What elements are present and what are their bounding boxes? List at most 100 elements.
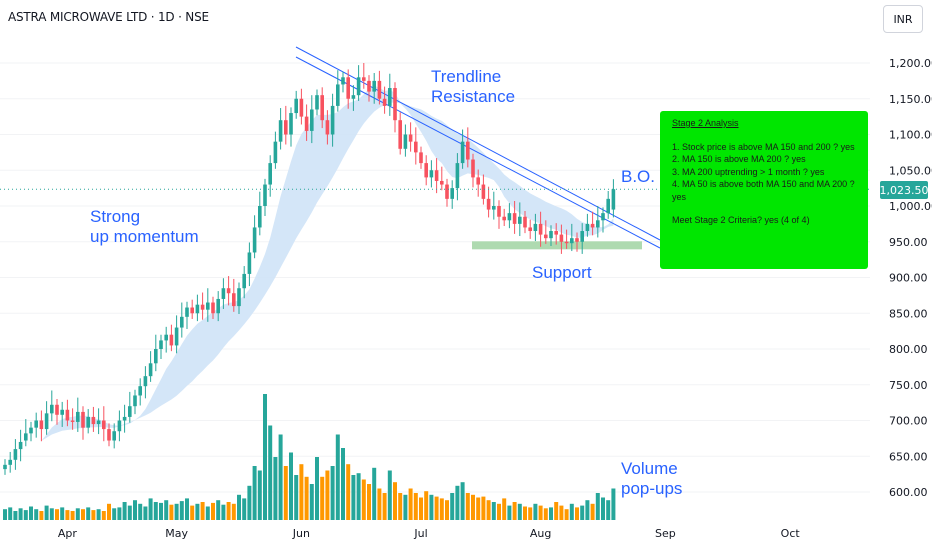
candle-body: [211, 302, 215, 314]
candle-body: [518, 216, 522, 224]
volume-bar: [538, 505, 543, 520]
price-tick-label: 900.00: [889, 272, 928, 285]
volume-bar: [60, 507, 65, 520]
candle-body: [445, 184, 449, 199]
candle-body: [39, 420, 44, 430]
candle-body: [24, 433, 28, 441]
volume-bar: [148, 498, 153, 520]
volume-bar: [528, 507, 533, 520]
volume-bar: [122, 502, 127, 520]
volume-bar: [195, 503, 200, 520]
candle-body: [18, 441, 23, 450]
volume-bar: [231, 503, 236, 520]
candle-body: [523, 216, 527, 228]
candle-body: [398, 120, 402, 149]
price-tick-label: 650.00: [889, 450, 928, 463]
volume-bar: [34, 509, 39, 520]
volume-bar: [471, 494, 475, 520]
price-tick-label: 1,150.00: [889, 93, 932, 106]
volume-bar: [107, 503, 111, 520]
candle-body: [424, 163, 428, 178]
volume-bar: [367, 484, 371, 520]
stage2-criterion: 4. MA 50 is above both MA 150 and MA 200…: [672, 179, 855, 202]
volume-bar: [382, 493, 387, 520]
volume-bars: [3, 394, 616, 520]
volume-bar: [559, 505, 564, 520]
stage2-analysis-box: Stage 2 Analysis 1. Stock price is above…: [660, 111, 868, 269]
volume-bar: [549, 507, 553, 520]
volume-bar: [523, 506, 527, 520]
time-tick-label: Sep: [655, 527, 676, 540]
candle-body: [575, 238, 579, 242]
candle-body: [216, 298, 220, 314]
candle-body: [403, 134, 408, 149]
price-tick-label: 950.00: [889, 236, 928, 249]
volume-bar: [325, 470, 330, 520]
stage2-title: Stage 2 Analysis: [672, 118, 739, 128]
candle-body: [585, 223, 590, 232]
candle-body: [440, 180, 444, 185]
support-band: [472, 241, 642, 250]
candle-body: [419, 152, 423, 164]
candle-body: [55, 404, 59, 415]
candle-body: [148, 363, 153, 377]
volume-bar: [304, 476, 309, 520]
candle-body: [138, 386, 142, 396]
volume-bar: [497, 503, 501, 520]
candle-body: [268, 163, 272, 185]
volume-bar: [611, 488, 616, 520]
volume-bar: [252, 466, 257, 520]
last-price-label: 1,023.50: [880, 181, 929, 199]
price-tick-label: 750.00: [889, 379, 928, 392]
symbol-title: ASTRA MICROWAVE LTD · 1D · NSE: [8, 10, 209, 24]
candle-body: [128, 406, 132, 417]
candle-body: [346, 77, 350, 99]
candle-body: [226, 288, 231, 294]
volume-bar: [460, 482, 465, 520]
volume-bar: [580, 505, 585, 520]
candle-body: [544, 234, 548, 239]
volume-bar: [330, 466, 335, 520]
time-tick-label: Jul: [413, 527, 427, 540]
volume-bar: [143, 506, 148, 520]
candle-body: [476, 177, 480, 185]
volume-note: Volume pop-ups: [621, 459, 683, 498]
support-note: Support: [532, 263, 592, 282]
volume-bar: [533, 503, 538, 520]
candle-body: [117, 420, 122, 432]
candle-body: [81, 411, 85, 428]
volume-bar: [393, 482, 397, 520]
candle-body: [232, 293, 236, 307]
price-tick-label: 600.00: [889, 486, 928, 499]
support-zone: [472, 241, 642, 250]
volume-bar: [341, 448, 345, 520]
candle-body: [450, 188, 454, 199]
candle-body: [91, 416, 96, 425]
candle-body: [601, 213, 605, 221]
price-tick-label: 1,200.00: [889, 57, 932, 70]
price-tick-label: 700.00: [889, 415, 928, 428]
candle-body: [356, 77, 361, 96]
volume-bar: [179, 501, 184, 520]
candle-body: [512, 213, 517, 224]
candle-body: [507, 213, 512, 221]
currency-button[interactable]: INR: [883, 5, 923, 33]
volume-bar: [543, 508, 548, 520]
volume-bar: [429, 494, 434, 520]
time-tick-label: Apr: [58, 527, 78, 540]
candle-body: [559, 234, 564, 242]
volume-bar: [273, 457, 278, 520]
time-tick-label: Aug: [530, 527, 551, 540]
stage2-criterion: 3. MA 200 uptrending > 1 month ? yes: [672, 166, 825, 177]
candle-body: [315, 95, 319, 110]
volume-bar: [439, 498, 444, 520]
candle-body: [273, 141, 278, 164]
volume-bar: [512, 502, 517, 520]
candle-body: [304, 116, 309, 131]
candle-body: [195, 304, 200, 314]
volume-bar: [481, 496, 486, 520]
volume-bar: [387, 470, 392, 520]
candle-body: [159, 340, 163, 349]
volume-bar: [398, 493, 403, 520]
